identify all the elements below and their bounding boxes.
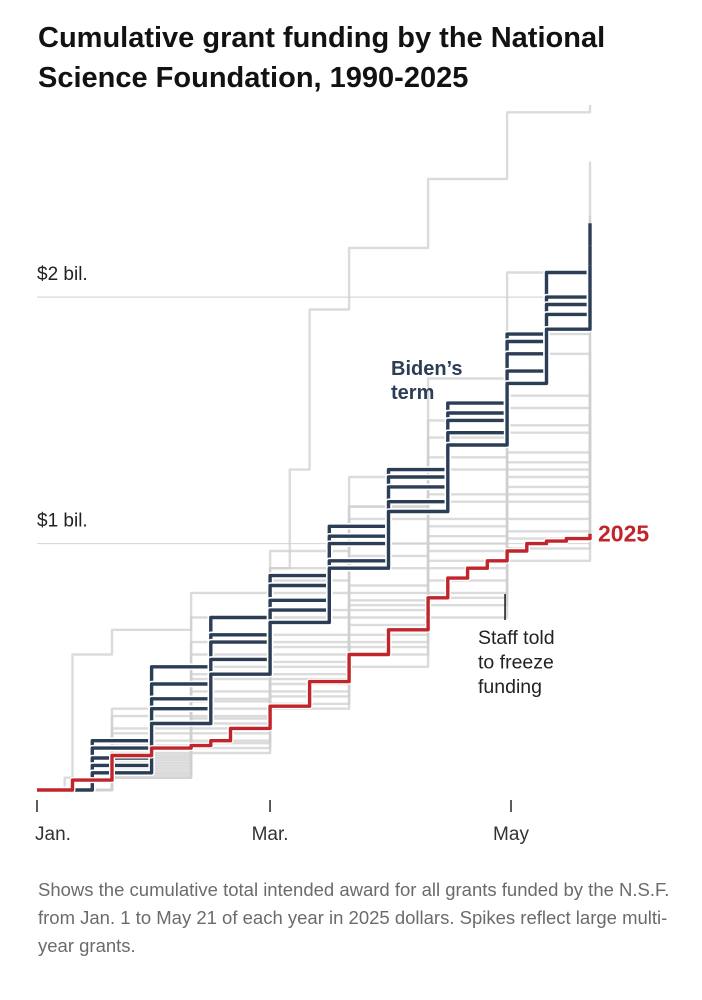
year-2025-line-group (37, 533, 593, 793)
direct-labels: Biden’s term 2025 Staff told to freeze fundin… (391, 358, 649, 698)
y-tick-label-0: $1 bil. (37, 511, 88, 532)
chart: $1 bil. $2 bil. Jan. Mar. May Biden’s term 20… (35, 105, 649, 845)
year-2025-label: 2025 (598, 521, 649, 547)
biden-term-lines (37, 223, 594, 794)
x-tick-label-2: May (493, 824, 529, 845)
y-tick-labels: $1 bil. $2 bil. (37, 264, 88, 531)
year-2025-line (37, 533, 592, 792)
biden-term-label: Biden’s term (391, 358, 463, 404)
x-tick-label-1: Mar. (252, 824, 289, 845)
chart-title: Cumulative grant funding by the National… (38, 22, 606, 94)
x-axis: Jan. Mar. May (35, 800, 529, 845)
freeze-annotation: Staff told to freeze funding (478, 627, 555, 698)
y-tick-label-1: $2 bil. (37, 264, 88, 285)
x-tick-label-0: Jan. (35, 824, 71, 845)
chart-caption: Shows the cumulative total intended awar… (38, 879, 670, 956)
